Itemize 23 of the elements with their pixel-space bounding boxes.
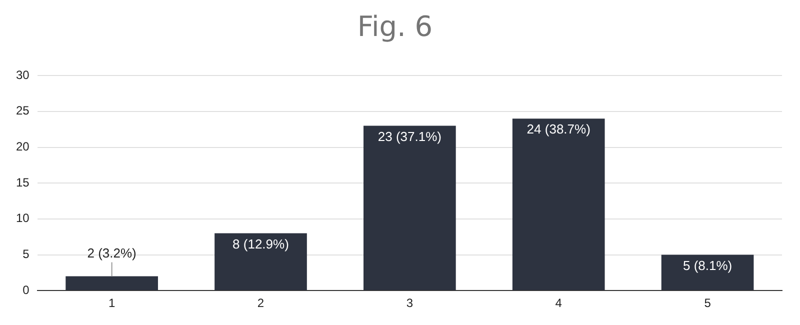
x-tick-label: 1 [108, 296, 116, 310]
chart-title: Fig. 6 [357, 10, 433, 44]
data-label: 23 (37.1%) [378, 128, 442, 144]
x-tick-label: 2 [257, 296, 264, 310]
y-tick-label: 25 [16, 104, 30, 118]
bar [66, 276, 158, 290]
bar [364, 126, 456, 290]
data-label: 2 (3.2%) [87, 245, 136, 260]
y-tick-label: 10 [16, 211, 30, 226]
y-tick-label: 15 [16, 175, 30, 190]
x-tick-label: 5 [704, 296, 712, 310]
bar [661, 254, 754, 290]
y-tick-label: 5 [22, 247, 30, 262]
data-label: 8 (12.9%) [232, 236, 289, 252]
y-tick-label: 0 [22, 282, 30, 297]
bar [512, 118, 605, 290]
bar [214, 233, 307, 290]
data-label: 5 (8.1%) [682, 258, 732, 273]
data-label: 24 (38.7%) [526, 122, 590, 137]
x-tick-label: 3 [406, 296, 414, 310]
y-tick-label: 20 [16, 140, 30, 154]
x-tick-label: 4 [555, 296, 562, 310]
y-tick-label: 30 [16, 68, 30, 82]
